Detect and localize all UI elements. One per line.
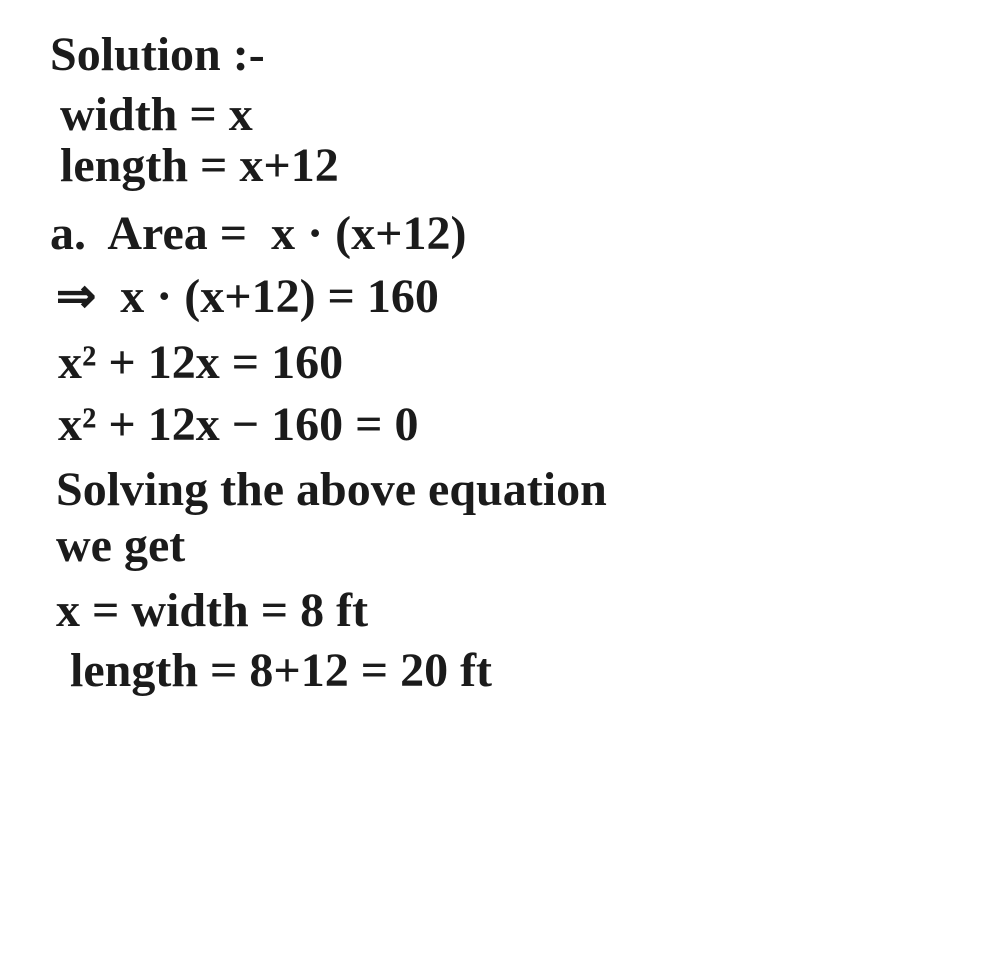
line-width-def: width = x <box>60 90 960 140</box>
handwritten-page: Solution :- width = x length = x+12 a. A… <box>0 0 1000 955</box>
line-expanded-1: x² + 12x = 160 <box>58 338 960 388</box>
line-area-equation: ⇒ x · (x+12) = 160 <box>56 272 960 322</box>
line-length-def: length = x+12 <box>60 141 960 191</box>
line-solving-text-2: we get <box>56 521 960 571</box>
line-quadratic: x² + 12x − 160 = 0 <box>58 400 960 450</box>
line-solution-header: Solution :- <box>50 30 960 80</box>
line-solving-text-1: Solving the above equation <box>56 465 960 515</box>
line-width-answer: x = width = 8 ft <box>56 586 960 636</box>
line-area-formula: a. Area = x · (x+12) <box>50 209 960 259</box>
line-length-answer: length = 8+12 = 20 ft <box>70 646 960 696</box>
